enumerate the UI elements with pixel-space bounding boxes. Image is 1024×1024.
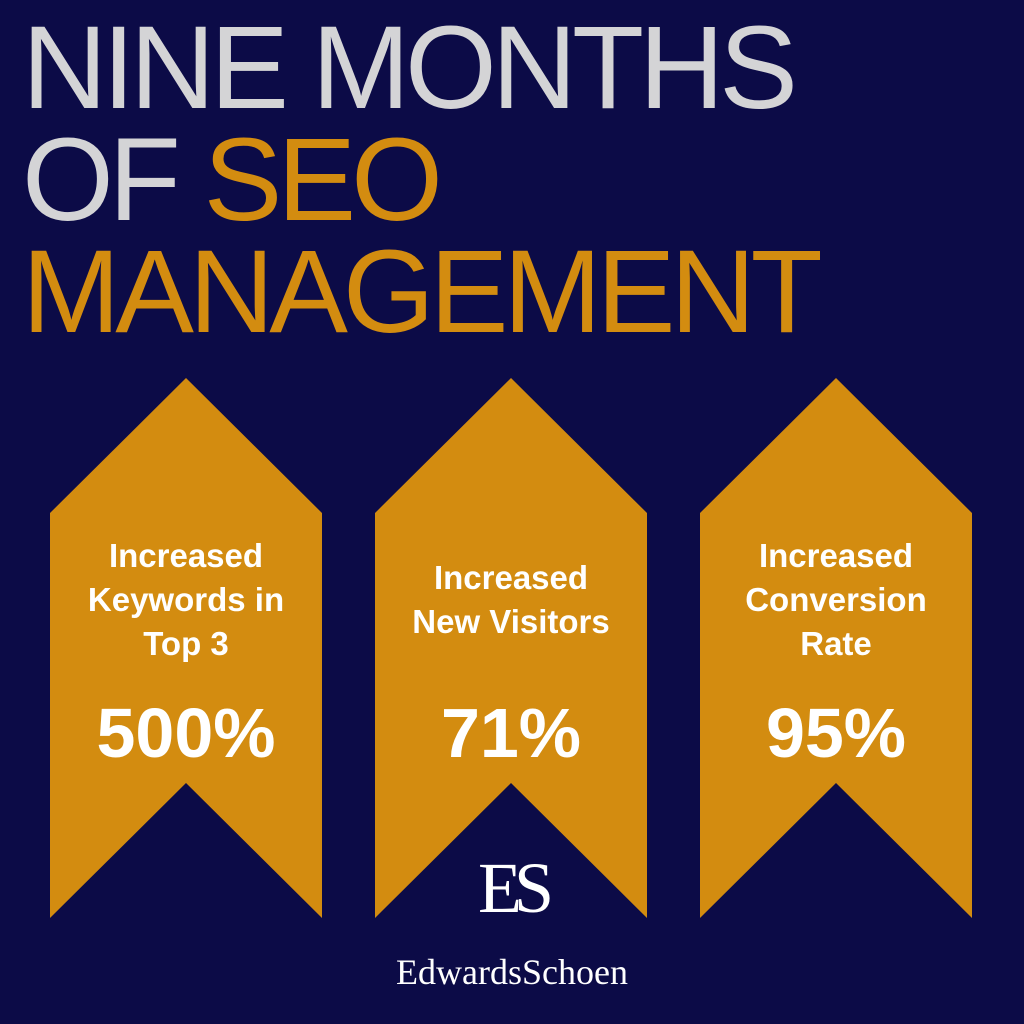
stat-chevron-visitors: Increased New Visitors 71%	[375, 378, 647, 918]
headline-line-2-highlight: SEO	[203, 114, 443, 246]
stat-chevron-keywords: Increased Keywords in Top 3 500%	[50, 378, 322, 918]
stat-label-line: Top 3	[143, 625, 229, 662]
stat-label-line: New Visitors	[412, 603, 610, 640]
stat-label: Increased Keywords in Top 3	[56, 534, 316, 666]
headline: NINE MONTHS OF SEO MANAGEMENT	[22, 9, 823, 351]
stat-label-line: Conversion	[745, 581, 927, 618]
headline-line-1: NINE MONTHS	[22, 2, 798, 134]
headline-line-2-prefix: OF	[22, 114, 204, 246]
stat-label-line: Increased	[108, 537, 264, 574]
stat-value: 71%	[440, 694, 582, 772]
stat-value: 500%	[96, 694, 276, 772]
stat-label-line: Rate	[800, 625, 872, 662]
stat-label: Increased New Visitors	[381, 556, 641, 644]
stat-label: Increased Conversion Rate	[706, 534, 966, 666]
logo-monogram: ES	[477, 848, 554, 928]
stat-value: 95%	[765, 694, 907, 772]
stat-chevron-conversion: Increased Conversion Rate 95%	[700, 378, 972, 918]
headline-line-3: MANAGEMENT	[22, 226, 823, 358]
stat-label-line: Increased	[433, 559, 589, 596]
logo-name: EdwardsSchoen	[396, 952, 628, 992]
stat-label-line: Increased	[758, 537, 914, 574]
stat-label-line: Keywords in	[87, 581, 285, 618]
